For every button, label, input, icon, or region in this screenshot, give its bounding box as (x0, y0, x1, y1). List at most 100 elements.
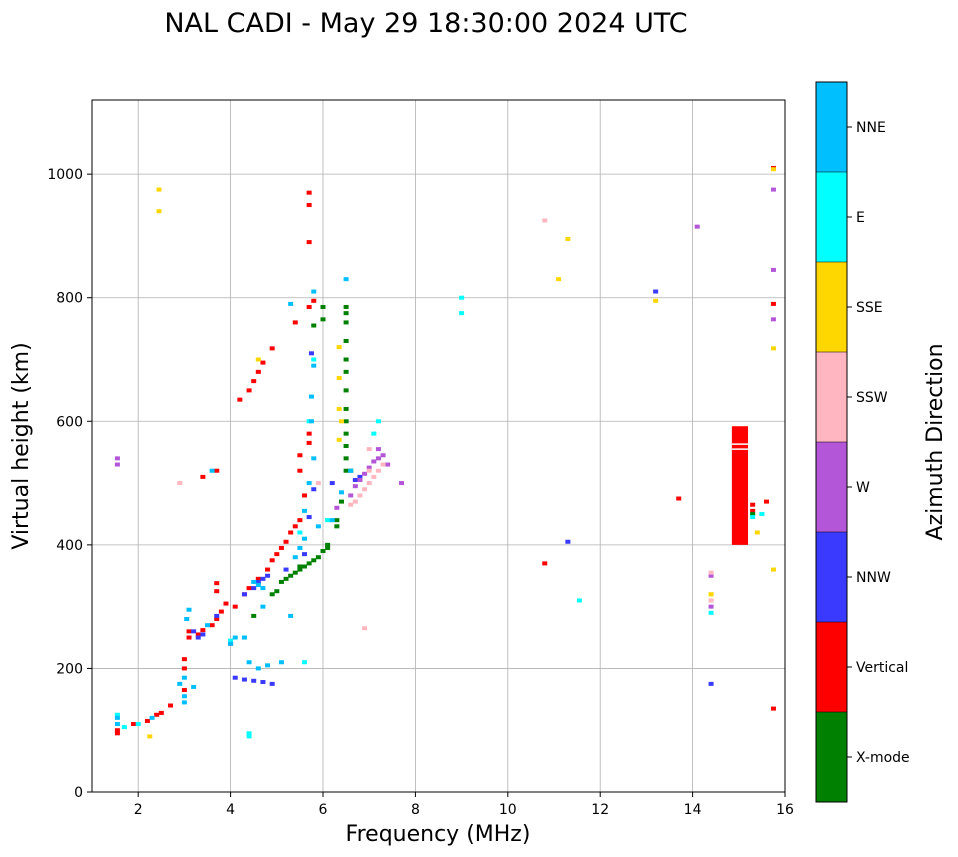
echo-point-e (297, 530, 303, 535)
echo-point-nne (251, 579, 257, 584)
echo-point-vertical (311, 298, 317, 303)
echo-point-w (114, 456, 120, 461)
echo-point-ssw (542, 218, 548, 223)
echo-point-x-mode (343, 320, 349, 325)
echo-point-vertical (750, 502, 756, 507)
echo-point-vertical (168, 703, 174, 708)
echo-point-vertical (306, 240, 312, 245)
echo-point-ssw (362, 626, 368, 631)
echo-point-sse (336, 376, 342, 381)
echo-point-nne (246, 660, 252, 665)
echo-point-ssw (708, 570, 714, 575)
x-tick-label: 6 (319, 802, 328, 818)
x-tick-label: 4 (226, 802, 235, 818)
echo-point-vertical (158, 710, 164, 715)
echo-point-e (459, 295, 465, 300)
echo-point-x-mode (315, 555, 321, 560)
colorbar-segment (816, 442, 847, 532)
echo-point-x-mode (320, 549, 326, 554)
echo-point-nne (308, 419, 314, 424)
echo-point-vertical (274, 552, 280, 557)
echo-point-nne (343, 277, 349, 282)
echo-point-sse (336, 437, 342, 442)
echo-point-nne (228, 641, 234, 646)
echo-point-vertical (283, 539, 289, 544)
grid (92, 100, 786, 793)
echo-point-vertical (269, 346, 275, 351)
echo-point-vertical (297, 453, 303, 458)
echo-point-vertical (200, 474, 206, 479)
x-axis: 2 4 6 8 10 12 14 16 (134, 792, 794, 818)
echo-point-e (135, 722, 141, 727)
echo-point-nnw (302, 552, 308, 557)
x-axis-label: Frequency (MHz) (346, 822, 531, 847)
echo-point-e (576, 598, 582, 603)
echo-point-sse (708, 592, 714, 597)
echo-point-e (311, 357, 317, 362)
echo-point-nne (308, 394, 314, 399)
x-tick-label: 2 (134, 802, 143, 818)
echo-point-e (759, 511, 765, 516)
echo-point-nne (205, 623, 210, 628)
echo-point-nnw (565, 539, 571, 544)
echo-point-x-mode (292, 570, 298, 575)
echo-point-ssw (348, 502, 354, 507)
echo-point-vertical (278, 545, 284, 550)
echo-point-vertical (770, 301, 776, 306)
echo-point-nne (288, 613, 294, 618)
echo-point-vertical (255, 369, 261, 374)
echo-point-nnw (357, 474, 363, 479)
y-tick-label: 200 (56, 661, 83, 677)
colorbar-segment (816, 712, 847, 802)
echo-point-e (708, 610, 714, 615)
echo-point-x-mode (343, 419, 349, 424)
echo-point-ssw (375, 468, 381, 473)
echo-point-x-mode (750, 511, 756, 516)
echo-point-vertical (306, 304, 312, 309)
echo-point-nne (255, 583, 261, 588)
echo-point-x-mode (278, 579, 284, 584)
chart-title: NAL CADI - May 29 18:30:00 2024 UTC (164, 8, 687, 39)
echo-point-ssw (352, 499, 358, 504)
echo-point-w (708, 573, 714, 578)
echo-point-x-mode (343, 304, 349, 309)
echo-point-nnw (251, 678, 257, 683)
echo-point-nne (278, 660, 284, 665)
echo-point-e (246, 734, 252, 739)
echo-point-vertical (223, 601, 229, 606)
echo-point-x-mode (343, 431, 349, 436)
colorbar-tick-label: W (856, 480, 870, 496)
echo-point-ssw (366, 481, 372, 486)
echo-point-x-mode (343, 456, 349, 461)
echo-point-nne (255, 666, 261, 671)
echo-point-x-mode (343, 338, 349, 343)
echo-point-x-mode (343, 468, 349, 473)
colorbar-frame (815, 81, 848, 803)
echo-point-w (380, 453, 386, 458)
colorbar-segment (816, 352, 847, 442)
echo-point-vertical (297, 468, 303, 473)
echo-point-nnw (241, 592, 247, 597)
echo-point-nnw (265, 573, 271, 578)
echo-point-ssw (708, 598, 714, 603)
echo-point-x-mode (334, 518, 340, 523)
echo-point-nne (181, 694, 187, 699)
echo-point-sse (770, 567, 776, 572)
echo-point-vertical (209, 623, 215, 628)
colorbar-tick-label: NNE (856, 120, 886, 136)
y-tick-label: 600 (56, 414, 83, 430)
echo-point-nnw (232, 675, 238, 680)
colorbar-tick-label: SSW (856, 390, 888, 406)
echo-point-vertical (195, 632, 201, 637)
echo-point-w (375, 447, 381, 452)
echo-point-x-mode (320, 317, 326, 322)
echo-point-w (362, 471, 368, 476)
echo-point-x-mode (251, 613, 257, 618)
echo-point-vertical (764, 499, 770, 504)
echo-point-x-mode (311, 323, 317, 328)
echo-point-x-mode (343, 357, 349, 362)
echo-point-nnw (311, 487, 317, 492)
echo-point-nne (114, 722, 120, 727)
echo-point-nne (292, 555, 298, 560)
